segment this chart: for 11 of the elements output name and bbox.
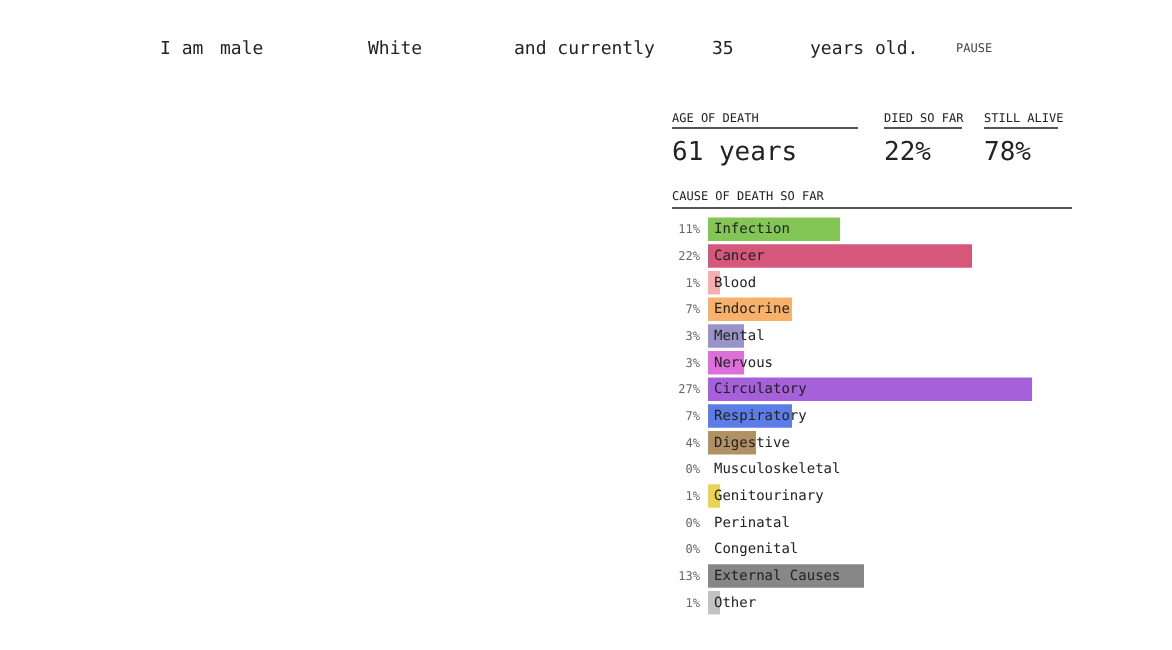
text: 78% [984, 138, 1032, 168]
text: years old. [810, 40, 919, 60]
text: I am [160, 40, 204, 60]
bar [708, 377, 1032, 402]
text: and currently [514, 40, 657, 60]
text: 22% [884, 138, 932, 168]
bar [708, 244, 972, 268]
text: male [220, 40, 264, 60]
text: 35 [712, 40, 734, 60]
text: White [368, 40, 423, 60]
text: 61 years [672, 138, 798, 168]
